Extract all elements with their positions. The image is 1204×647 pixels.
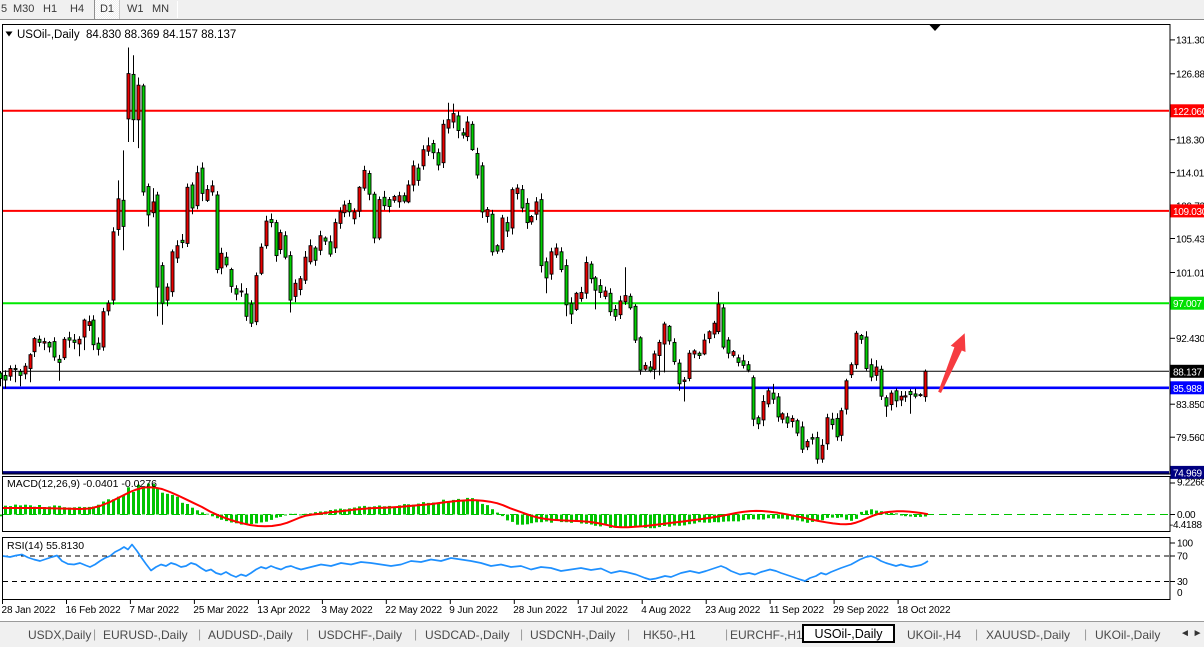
svg-text:79.560: 79.560 [1176, 433, 1204, 444]
svg-text:0: 0 [1177, 588, 1183, 599]
svg-text:100: 100 [1177, 539, 1194, 550]
svg-text:28 Jun 2022: 28 Jun 2022 [513, 605, 567, 616]
svg-text:9 Jun 2022: 9 Jun 2022 [449, 605, 498, 616]
svg-text:28 Jan 2022: 28 Jan 2022 [2, 605, 56, 616]
svg-text:126.880: 126.880 [1176, 70, 1204, 81]
svg-text:92.430: 92.430 [1176, 334, 1204, 345]
svg-text:97.007: 97.007 [1173, 299, 1203, 310]
svg-text:13 Apr 2022: 13 Apr 2022 [257, 605, 310, 616]
svg-text:88.137: 88.137 [1173, 367, 1203, 378]
svg-text:0.00: 0.00 [1177, 510, 1196, 521]
svg-text:23 Aug 2022: 23 Aug 2022 [705, 605, 761, 616]
svg-text:122.060: 122.060 [1173, 107, 1204, 118]
svg-text:MACD(12,26,9) -0.0401 -0.0276: MACD(12,26,9) -0.0401 -0.0276 [7, 478, 157, 490]
svg-text:83.850: 83.850 [1176, 400, 1204, 411]
svg-text:22 May 2022: 22 May 2022 [385, 605, 442, 616]
svg-text:7 Mar 2022: 7 Mar 2022 [129, 605, 179, 616]
svg-text:RSI(14) 55.8130: RSI(14) 55.8130 [7, 540, 84, 552]
svg-text:101.010: 101.010 [1176, 268, 1204, 279]
svg-text:USOil-,Daily 84.830 88.369 84: USOil-,Daily 84.830 88.369 84.157 88.137 [17, 29, 236, 41]
svg-text:30: 30 [1177, 577, 1188, 588]
svg-text:105.430: 105.430 [1176, 234, 1204, 245]
svg-text:74.969: 74.969 [1173, 468, 1203, 479]
svg-text:-4.4188: -4.4188 [1170, 520, 1203, 531]
svg-text:70: 70 [1177, 552, 1188, 563]
svg-text:29 Sep 2022: 29 Sep 2022 [833, 605, 889, 616]
svg-text:11 Sep 2022: 11 Sep 2022 [769, 605, 824, 616]
svg-text:4 Aug 2022: 4 Aug 2022 [641, 605, 691, 616]
svg-text:16 Feb 2022: 16 Feb 2022 [66, 605, 122, 616]
svg-text:3 May 2022: 3 May 2022 [321, 605, 373, 616]
svg-text:118.300: 118.300 [1176, 136, 1204, 147]
svg-text:85.988: 85.988 [1173, 384, 1203, 395]
svg-text:17 Jul 2022: 17 Jul 2022 [577, 605, 628, 616]
svg-text:131.300: 131.300 [1176, 36, 1204, 47]
svg-text:109.030: 109.030 [1173, 207, 1204, 218]
svg-text:9.2266: 9.2266 [1177, 478, 1204, 489]
svg-text:25 Mar 2022: 25 Mar 2022 [193, 605, 249, 616]
svg-text:18 Oct 2022: 18 Oct 2022 [897, 605, 951, 616]
svg-text:114.010: 114.010 [1176, 168, 1204, 179]
